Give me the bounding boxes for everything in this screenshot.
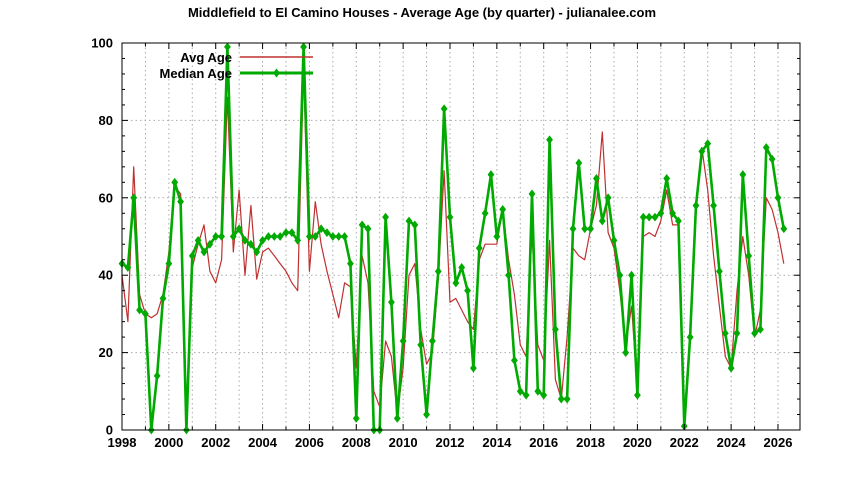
tick-label: 2008 bbox=[342, 435, 371, 450]
tick-label: 2020 bbox=[623, 435, 652, 450]
tick-label: 2018 bbox=[576, 435, 605, 450]
tick-label: 40 bbox=[99, 268, 113, 283]
tick-label: 1998 bbox=[108, 435, 137, 450]
tick-label: 80 bbox=[99, 113, 113, 128]
tick-label: 2016 bbox=[529, 435, 558, 450]
tick-label: 60 bbox=[99, 190, 113, 205]
chart-title: Middlefield to El Camino Houses - Averag… bbox=[187, 5, 657, 20]
tick-label: 2012 bbox=[436, 435, 465, 450]
tick-label: 0 bbox=[106, 423, 113, 438]
tick-label: 2010 bbox=[389, 435, 418, 450]
legend: Avg Age Median Age bbox=[108, 49, 315, 81]
tick-label: 100 bbox=[91, 36, 113, 51]
series-median-age bbox=[118, 42, 788, 435]
tick-label: 2004 bbox=[248, 435, 278, 450]
legend-row-median-age: Median Age bbox=[108, 65, 315, 81]
axes bbox=[121, 42, 801, 431]
tick-label: 2026 bbox=[764, 435, 793, 450]
tick-label: 2006 bbox=[295, 435, 324, 450]
tick-label: 2014 bbox=[482, 435, 512, 450]
legend-sample-median-age-line bbox=[240, 68, 313, 78]
tick-label: 2024 bbox=[717, 435, 747, 450]
grid-lines bbox=[122, 43, 800, 430]
tick-label: 2000 bbox=[154, 435, 183, 450]
tick-label: 20 bbox=[99, 345, 113, 360]
legend-sample-avg-age-line bbox=[240, 56, 313, 58]
legend-row-avg-age: Avg Age bbox=[108, 49, 315, 65]
tick-label: 2022 bbox=[670, 435, 699, 450]
tick-labels: 1998 2000 2002 2004 2006 2008 2010 2012 2014 2016… bbox=[91, 36, 792, 451]
legend-label-avg-age: Avg Age bbox=[180, 49, 232, 65]
tick-label: 2002 bbox=[201, 435, 230, 450]
legend-label-median-age: Median Age bbox=[159, 65, 232, 81]
